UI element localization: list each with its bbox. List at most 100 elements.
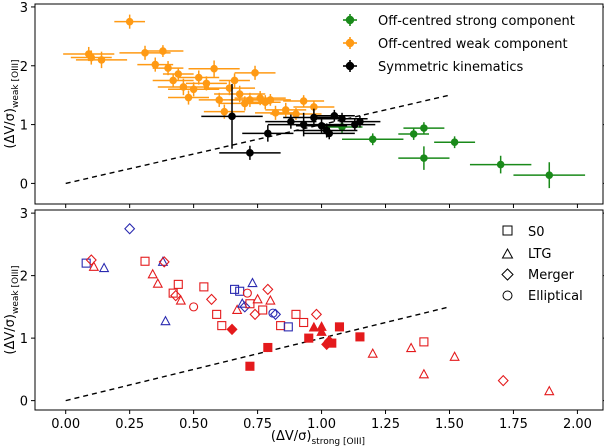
point-marker [310, 103, 318, 111]
point-marker [230, 76, 239, 85]
marker-diamond [85, 254, 97, 266]
point-marker [496, 160, 505, 169]
top-reference-line [65, 94, 450, 185]
x-tick-label: 0.00 [51, 417, 80, 432]
data-point [188, 60, 240, 77]
point-marker [202, 79, 211, 88]
marker-diamond [205, 293, 218, 306]
data-point [114, 14, 146, 29]
top-data-layer [63, 14, 586, 189]
marker-triangle [252, 293, 263, 304]
point-marker [450, 138, 459, 147]
marker-triangle [265, 294, 276, 305]
data-point [295, 118, 348, 133]
marker-triangle [367, 347, 378, 358]
point-marker [325, 129, 334, 138]
point-marker [151, 60, 160, 69]
y-tick-label: 3 [20, 1, 28, 16]
y-tick-label: 2 [20, 60, 28, 75]
x-axis-title: (ΔV/σ)strong [OIII] [271, 429, 365, 447]
marker-triangle [449, 351, 460, 361]
y-tick-label: 1 [20, 332, 28, 347]
point-marker [164, 64, 172, 72]
top-y-ticks: 0 1 2 3 [20, 1, 604, 192]
bottom-y-axis-title: (ΔV/σ)weak [OIII] [3, 265, 21, 354]
data-point [403, 122, 445, 134]
point-marker [184, 93, 193, 102]
marker-circle [242, 288, 252, 298]
legend-elliptical-label: Elliptical [528, 289, 583, 304]
marker-square [212, 309, 222, 319]
bottom-reference-line [65, 306, 450, 402]
point-marker [210, 64, 218, 73]
data-point [75, 51, 128, 69]
marker-triangle [544, 385, 555, 396]
point-marker [420, 154, 428, 162]
legend-entry-strong: Off-centred strong component [343, 14, 575, 29]
marker-triangle [316, 326, 327, 336]
data-point [234, 65, 276, 80]
top-panel: 0 1 2 3 Off-centred strong component Off-ce… [3, 1, 604, 208]
point-marker [368, 135, 377, 144]
marker-triangle [237, 297, 248, 308]
marker-triangle [231, 304, 243, 314]
y-tick-label: 0 [20, 395, 28, 410]
marker-circle [189, 302, 199, 312]
point-marker [281, 106, 290, 114]
data-point [70, 50, 112, 65]
x-tick-label: 2.00 [563, 417, 592, 432]
point-marker [287, 117, 295, 126]
point-marker [292, 110, 300, 118]
data-point [469, 155, 532, 174]
point-marker [141, 49, 149, 57]
marker-diamond [158, 256, 170, 268]
marker-diamond [269, 308, 282, 321]
y-tick-label: 0 [20, 177, 28, 192]
bottom-axes-frame [34, 209, 604, 411]
marker-square [355, 332, 365, 342]
marker-square [168, 288, 178, 298]
marker-square [334, 322, 345, 332]
legend-entry-s0: S0 [502, 225, 545, 240]
marker-triangle [405, 342, 417, 353]
bottom-data-layer [81, 222, 555, 396]
data-point [162, 68, 194, 80]
data-point [293, 101, 335, 113]
data-point [242, 125, 294, 142]
marker-square [140, 256, 150, 266]
marker-square [245, 299, 255, 309]
marker-diamond [239, 301, 251, 313]
point-marker [545, 171, 554, 179]
point-marker [356, 117, 364, 126]
top-legend: Off-centred strong component Off-centred… [343, 14, 575, 75]
legend-entry-symmetric: Symmetric kinematics [343, 60, 523, 75]
data-point [201, 84, 263, 149]
marker-diamond [310, 308, 323, 321]
legend-entry-merger: Merger [501, 268, 575, 283]
legend-entry-weak: Off-centred weak component [343, 37, 568, 52]
marker-square [199, 282, 209, 292]
data-point [398, 146, 450, 170]
data-point [168, 90, 209, 105]
marker-triangle [152, 277, 164, 288]
series-symmetric-kinematics [201, 84, 381, 160]
marker-square [263, 342, 273, 353]
top-y-axis-title: (ΔV/σ)weak [OIII] [3, 59, 21, 148]
point-marker [420, 124, 428, 132]
data-point [283, 95, 325, 107]
x-tick-label: 0.50 [179, 417, 208, 432]
x-tick-label: 0.25 [115, 417, 144, 432]
y-tick-label: 2 [20, 270, 28, 285]
marker-diamond [124, 222, 136, 235]
data-point [142, 45, 184, 57]
data-point [265, 102, 307, 117]
marker-triangle [160, 315, 171, 326]
marker-square [230, 284, 240, 294]
marker-square [173, 279, 183, 289]
marker-square [327, 338, 337, 348]
x-tick-label: 1.75 [499, 417, 528, 432]
point-marker [159, 47, 167, 55]
point-marker [310, 113, 318, 122]
x-tick-label: 1.25 [371, 417, 400, 432]
bottom-y-ticks: 0 1 2 3 [20, 207, 604, 410]
